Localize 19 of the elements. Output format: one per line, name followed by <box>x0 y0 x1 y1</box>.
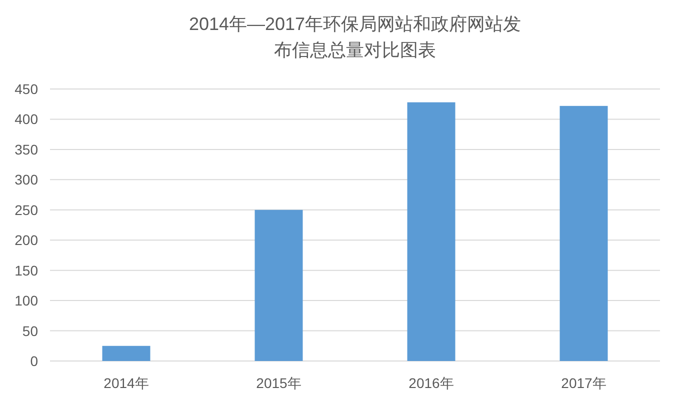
bar <box>560 106 608 361</box>
x-tick-label: 2015年 <box>256 375 302 391</box>
chart-title: 2014年—2017年环保局网站和政府网站发布信息总量对比图表 <box>188 14 522 60</box>
x-tick-label: 2016年 <box>408 375 454 391</box>
y-tick-label: 300 <box>14 172 38 188</box>
y-tick-label: 350 <box>14 141 38 158</box>
y-tick-label: 250 <box>14 202 38 218</box>
x-tick-label: 2014年 <box>104 375 149 391</box>
y-tick-label: 100 <box>14 292 38 309</box>
y-tick-label: 50 <box>22 322 38 339</box>
bar <box>254 210 303 361</box>
bar <box>407 102 456 361</box>
y-tick-label: 450 <box>14 81 38 97</box>
x-tick-label: 2017年 <box>561 375 606 391</box>
y-tick-label: 0 <box>30 353 38 369</box>
y-tick-label: 200 <box>14 232 38 248</box>
y-tick-label: 150 <box>14 262 38 278</box>
y-tick-label: 400 <box>14 111 38 128</box>
bar <box>102 346 150 361</box>
